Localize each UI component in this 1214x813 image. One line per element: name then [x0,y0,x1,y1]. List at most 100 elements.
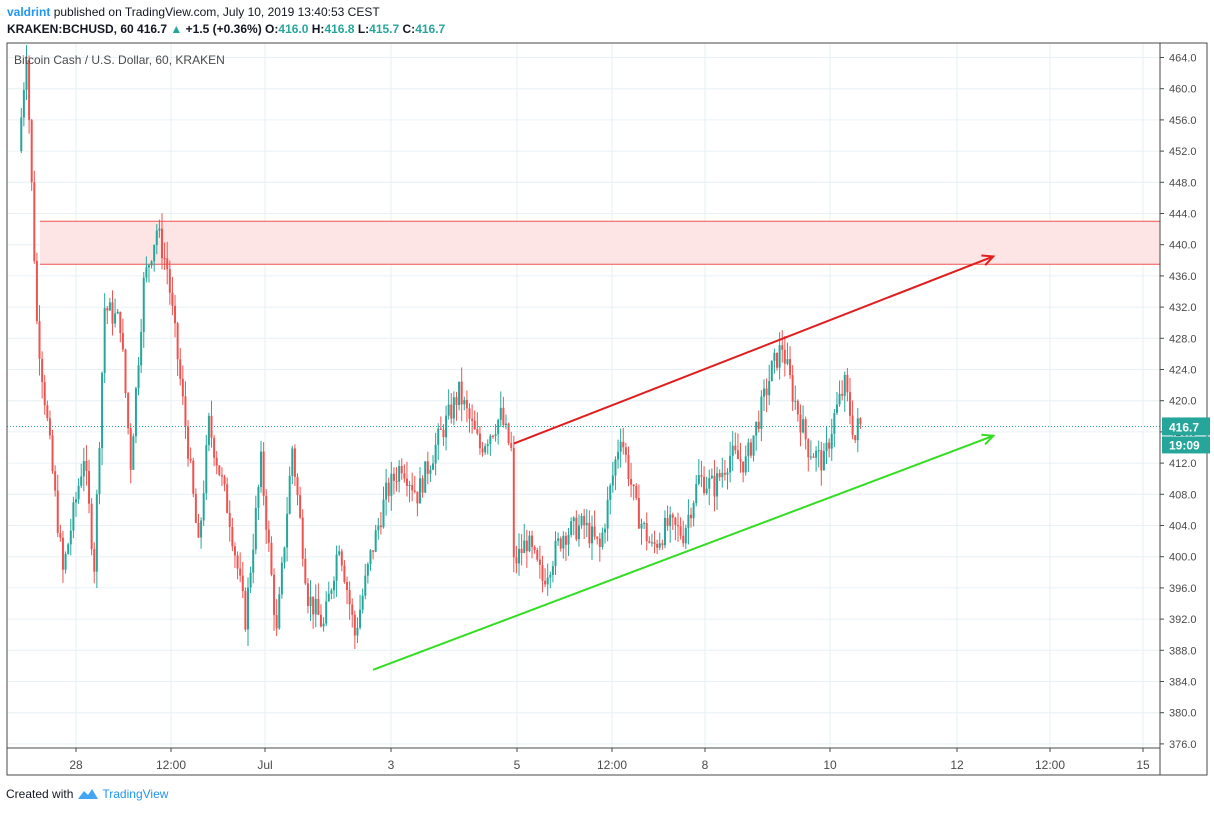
candle [158,219,161,238]
candle-body [768,381,771,396]
current-price-tag-bg [1162,417,1210,436]
candle-body [262,451,265,496]
candle [630,462,633,498]
red-trendline[interactable] [513,254,996,445]
candle [134,386,137,444]
candle [69,518,72,556]
candle-body [351,604,354,615]
candle [437,423,440,461]
price-axis[interactable]: 464.0 460.0 456.0 452.0 448.0 444.0 440.0 436.0… [1160,53,1210,751]
candle [160,213,163,270]
candle-body [252,549,255,573]
candle [695,475,698,507]
candle [645,512,648,551]
candle [557,532,560,546]
candle-body [22,89,25,118]
candle-body [46,405,49,419]
candle [299,486,302,520]
candle [424,461,427,494]
candle-body [825,442,828,452]
candle-body [697,475,700,484]
resistance-zone-fill[interactable] [40,221,1160,265]
candle-body [299,495,302,518]
candle [515,546,518,574]
candle [601,527,604,550]
candle-body [682,535,685,544]
candle-body [61,537,64,570]
candle-body [708,477,711,489]
candle-body [635,486,638,499]
candle [106,306,109,325]
bar-timer-tag: 19:09 [1162,436,1210,454]
candle [567,528,570,557]
candle-body [601,532,604,547]
candle-body [559,538,562,549]
candle [791,365,794,411]
candle-body [567,534,570,545]
close-label: C: [402,22,416,36]
candle [283,546,286,569]
candle [546,563,549,596]
candle-body [56,490,59,533]
candle-body [231,527,234,547]
candle [478,425,481,455]
candle [119,311,122,343]
y-tick-label: 428.0 [1169,333,1197,345]
candle [783,335,786,377]
trendlines[interactable] [7,254,1160,671]
time-axis[interactable]: 28 12:00 Jul 3 5 12:00 8 10 12 12:00 15 [69,748,1150,772]
candle [372,550,375,560]
candle-body [674,517,677,526]
green-trendline-line[interactable] [372,434,994,671]
x-tick-label: 15 [1136,758,1150,772]
candle [176,321,179,376]
candle-body [374,530,377,552]
candle [489,434,492,456]
open-label: O: [265,22,279,36]
candle-body [379,525,382,528]
candle [635,483,638,501]
candle [137,357,140,396]
candle [405,461,408,497]
candle-body [718,473,721,478]
candle-body [166,258,169,270]
candle-body [630,479,633,485]
publisher-username[interactable]: valdrint [7,5,51,19]
candle-body [703,476,706,494]
red-trendline-line[interactable] [513,255,994,445]
candle-body [679,526,682,536]
candle-body [366,564,369,576]
candle-body [588,522,591,544]
candle-body [669,514,672,527]
candle [181,365,184,406]
candle-body [304,558,307,584]
candle-body [663,517,666,546]
candle-body [525,540,528,552]
candle [75,491,77,517]
candle [20,107,23,154]
candle [101,371,104,466]
candle-body [75,499,77,503]
candle [304,548,307,586]
candle [257,484,260,521]
candle-body [369,550,372,565]
candle [306,578,309,614]
candle [205,434,208,500]
tradingview-link[interactable]: TradingView [77,787,168,801]
candle-body [432,463,435,470]
candle [421,475,424,498]
candle [739,443,742,473]
candle-body [273,574,276,616]
candle [67,542,70,555]
candle [241,561,244,599]
publisher-line: valdrint published on TradingView.com, J… [7,5,380,19]
candle-body [51,435,54,472]
candle-body [249,572,252,588]
candle [314,584,317,628]
candle-body [317,598,320,615]
current-price-tag[interactable]: 416.7 [1162,417,1210,436]
candle-body [233,546,236,556]
green-trendline[interactable] [372,433,996,671]
candle [614,456,617,491]
